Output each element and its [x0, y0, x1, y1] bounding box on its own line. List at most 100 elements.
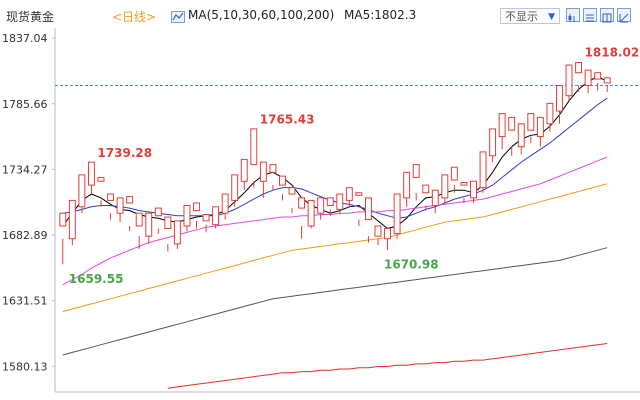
candle[interactable]	[336, 193, 344, 215]
candle[interactable]	[212, 206, 220, 229]
candle[interactable]	[116, 197, 124, 223]
candle[interactable]	[259, 161, 267, 198]
candle[interactable]	[59, 212, 67, 265]
candle-body	[231, 174, 239, 201]
ma-settings-label[interactable]: MA(5,10,30,60,100,200)	[188, 8, 335, 22]
chart-tool-2-icon[interactable]	[583, 8, 597, 22]
candle[interactable]	[565, 64, 573, 101]
candle[interactable]	[431, 189, 439, 214]
candle-body	[59, 212, 67, 227]
y-tick-label: 1631.51	[2, 295, 48, 308]
candle-body	[412, 164, 420, 178]
candle-body	[470, 180, 477, 199]
candle[interactable]	[498, 113, 506, 150]
candle-body	[355, 192, 363, 196]
candle[interactable]	[68, 199, 76, 246]
candle-body	[78, 174, 86, 208]
chart-tool-3-icon[interactable]	[600, 8, 614, 23]
candle[interactable]	[384, 228, 391, 251]
candle[interactable]	[517, 123, 525, 155]
candle[interactable]	[450, 166, 458, 193]
candle[interactable]	[231, 174, 239, 207]
candle[interactable]	[603, 77, 611, 92]
candle[interactable]	[364, 197, 372, 243]
y-tick-label: 1580.13	[2, 360, 48, 373]
candle-body	[374, 225, 382, 237]
candle[interactable]	[87, 161, 95, 195]
candle-body	[565, 64, 573, 97]
candle[interactable]	[240, 159, 248, 191]
chart-tool-1-icon[interactable]	[566, 8, 580, 22]
candle[interactable]	[594, 72, 602, 91]
candle[interactable]	[78, 174, 86, 214]
candle-body	[536, 116, 544, 138]
high-price-label: 1765.43	[260, 113, 315, 127]
candle[interactable]	[154, 207, 162, 234]
candle[interactable]	[202, 213, 210, 233]
ma5-line	[62, 75, 608, 230]
candle[interactable]	[374, 225, 382, 246]
candle-body	[441, 174, 449, 199]
candle-body	[345, 187, 353, 201]
candle[interactable]	[546, 102, 554, 132]
candle[interactable]	[164, 216, 172, 252]
chart-header: 现货黄金 <日线> MA(5,10,30,60,100,200) MA5:180…	[0, 0, 640, 28]
ma10-line	[62, 97, 608, 219]
candle[interactable]	[288, 187, 296, 214]
y-tick-label: 1682.89	[2, 229, 48, 242]
candle-body	[97, 176, 105, 182]
candle[interactable]	[126, 196, 134, 232]
candle-body	[212, 206, 220, 226]
period-selector[interactable]: <日线>	[112, 10, 157, 24]
candle[interactable]	[508, 116, 516, 156]
high-price-label: 1818.02	[585, 45, 640, 59]
candle[interactable]	[135, 212, 143, 249]
candle-body	[193, 202, 200, 212]
candle-body	[450, 166, 458, 181]
candle[interactable]	[393, 193, 401, 239]
candle[interactable]	[460, 182, 468, 203]
candle[interactable]	[479, 151, 487, 193]
ma60-line	[62, 183, 608, 312]
candle[interactable]	[107, 193, 114, 220]
candle[interactable]	[279, 175, 286, 201]
candle[interactable]	[298, 197, 306, 239]
candle[interactable]	[355, 192, 363, 226]
candle[interactable]	[536, 116, 544, 147]
candle[interactable]	[527, 113, 535, 143]
candle-body	[307, 199, 315, 227]
candle[interactable]	[221, 193, 229, 220]
hide-button-label: 不显示	[505, 10, 538, 23]
candle[interactable]	[307, 199, 315, 229]
candle[interactable]	[441, 174, 449, 203]
ma200-line	[167, 343, 608, 389]
y-tick-label: 1734.27	[2, 163, 48, 176]
ma-indicator-icon[interactable]	[171, 8, 185, 27]
candle-body	[517, 123, 525, 148]
candle[interactable]	[326, 197, 334, 216]
candle[interactable]	[97, 176, 105, 207]
candle[interactable]	[575, 61, 583, 92]
candle[interactable]	[269, 164, 277, 191]
candle[interactable]	[145, 212, 153, 244]
candle[interactable]	[470, 180, 477, 203]
candle-body	[145, 212, 153, 237]
candle[interactable]	[556, 84, 563, 124]
ma100-line	[62, 247, 608, 356]
candle[interactable]	[317, 197, 325, 220]
candle[interactable]	[422, 184, 430, 211]
candle[interactable]	[584, 69, 592, 94]
candle[interactable]	[345, 187, 353, 207]
candle[interactable]	[250, 128, 258, 188]
chart-tool-4-icon[interactable]	[617, 8, 631, 23]
candle-body	[317, 197, 325, 214]
candle[interactable]	[193, 202, 200, 229]
candle[interactable]	[489, 128, 497, 163]
candle[interactable]	[412, 164, 420, 201]
caret-down-icon: ▼	[548, 12, 555, 22]
candle[interactable]	[183, 205, 191, 232]
hide-button[interactable]: 不显示 ▼	[500, 8, 560, 24]
candle[interactable]	[173, 220, 181, 249]
candle[interactable]	[403, 171, 411, 207]
